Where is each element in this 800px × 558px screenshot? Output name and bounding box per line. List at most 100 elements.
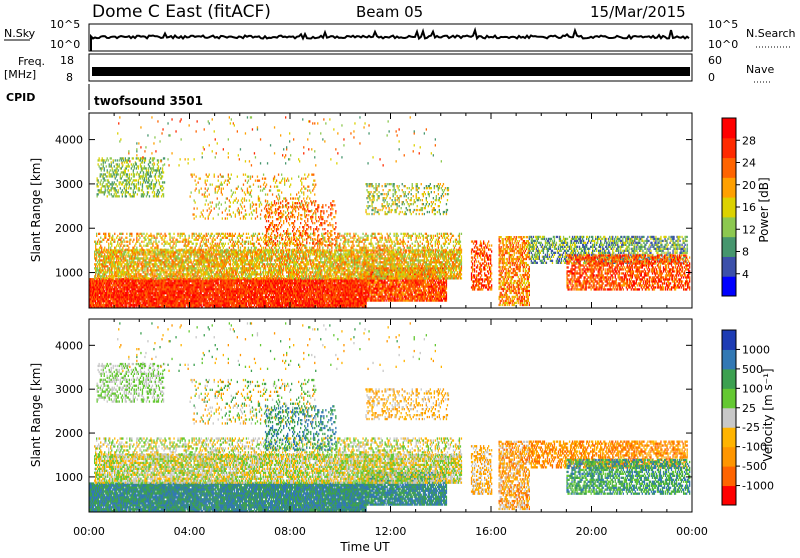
power-cell — [425, 287, 426, 289]
power-cell — [268, 296, 269, 298]
power-cell — [427, 297, 428, 299]
power-cell — [234, 284, 235, 286]
nsearch-tick-top: 10^5 — [708, 18, 738, 31]
power-cell — [412, 291, 413, 293]
power-cell — [427, 279, 428, 281]
power-cell — [385, 295, 386, 297]
power-cell — [251, 304, 252, 306]
power-cell — [324, 288, 325, 290]
power-cell — [95, 300, 96, 302]
freq-unit: [MHz] — [4, 68, 36, 81]
cpid-label: CPID — [6, 91, 35, 104]
power-cell — [365, 293, 366, 295]
power-cell — [388, 291, 389, 293]
power-cell — [145, 304, 146, 306]
power-cell — [251, 296, 252, 298]
power-cell — [260, 286, 261, 288]
power-cell — [374, 295, 375, 297]
power-cell — [108, 298, 109, 300]
power-cell — [301, 298, 302, 300]
power-cell — [425, 281, 426, 283]
nsky-trace — [91, 30, 689, 38]
power-cell — [201, 304, 202, 306]
power-cell — [304, 286, 305, 288]
power-cell — [423, 283, 424, 285]
power-cell — [185, 304, 186, 306]
power-cell — [323, 284, 324, 286]
power-cell — [369, 283, 370, 285]
power-cell — [145, 298, 146, 300]
power-cell — [433, 281, 434, 283]
power-cell — [140, 302, 141, 304]
power-cell — [129, 288, 130, 290]
beam-label: Beam 05 — [356, 3, 423, 21]
power-cell — [112, 286, 113, 288]
power-cell — [382, 293, 383, 295]
power-cell — [275, 286, 276, 288]
power-cell — [429, 277, 430, 279]
power-cell — [385, 283, 386, 285]
power-cell — [372, 297, 373, 299]
power-cell — [234, 286, 235, 288]
power-cell — [412, 293, 413, 295]
power-cell — [163, 294, 164, 296]
power-cell — [257, 294, 258, 296]
freq-label: Freq. — [18, 55, 45, 68]
freq-series — [92, 67, 690, 76]
power-cell — [261, 284, 262, 286]
power-cell — [266, 300, 267, 302]
power-cell — [292, 280, 293, 282]
power-cell — [266, 294, 267, 296]
power-cell — [385, 285, 386, 287]
nsky-label: N.Sky — [4, 27, 36, 40]
power-cell — [373, 283, 374, 285]
power-cell — [417, 285, 418, 287]
nave-tick-bottom: 0 — [708, 71, 715, 84]
power-cell — [326, 300, 327, 302]
power-cell — [269, 294, 270, 296]
nave-label: Nave — [746, 63, 774, 76]
power-cell — [358, 286, 359, 288]
power-cell — [417, 299, 418, 301]
power-cell — [273, 294, 274, 296]
power-cell — [406, 295, 407, 297]
power-cell — [110, 284, 111, 286]
power-cell — [431, 293, 432, 295]
power-cell — [332, 282, 333, 284]
power-cell — [153, 300, 154, 302]
power-cell — [385, 279, 386, 281]
power-cell — [311, 294, 312, 296]
power-cell — [111, 282, 112, 284]
power-cell — [341, 282, 342, 284]
power-cell — [256, 286, 257, 288]
power-cell — [116, 286, 117, 288]
power-cell — [122, 304, 123, 306]
power-cell — [188, 298, 189, 300]
power-cell — [152, 296, 153, 298]
power-cell — [139, 300, 140, 302]
power-cell — [425, 295, 426, 297]
power-cell — [384, 299, 385, 301]
power-cell — [178, 286, 179, 288]
nsky-tick-top: 10^5 — [50, 18, 80, 31]
power-cell — [209, 300, 210, 302]
power-cell — [434, 279, 435, 281]
power-cell — [235, 294, 236, 296]
power-cell — [246, 298, 247, 300]
nsearch-tick-bottom: 10^0 — [708, 38, 738, 51]
power-cell — [396, 291, 397, 293]
power-cell — [165, 280, 166, 282]
power-cell — [246, 304, 247, 306]
power-cell — [385, 297, 386, 299]
power-cell — [420, 287, 421, 289]
power-cell — [419, 285, 420, 287]
power-cell — [293, 298, 294, 300]
power-cell — [328, 302, 329, 304]
power-cell — [368, 293, 369, 295]
power-cell — [416, 291, 417, 293]
power-cell — [397, 287, 398, 289]
power-cell — [424, 299, 425, 301]
nsky-series — [91, 30, 689, 51]
power-cell — [249, 284, 250, 286]
power-cell — [382, 279, 383, 281]
